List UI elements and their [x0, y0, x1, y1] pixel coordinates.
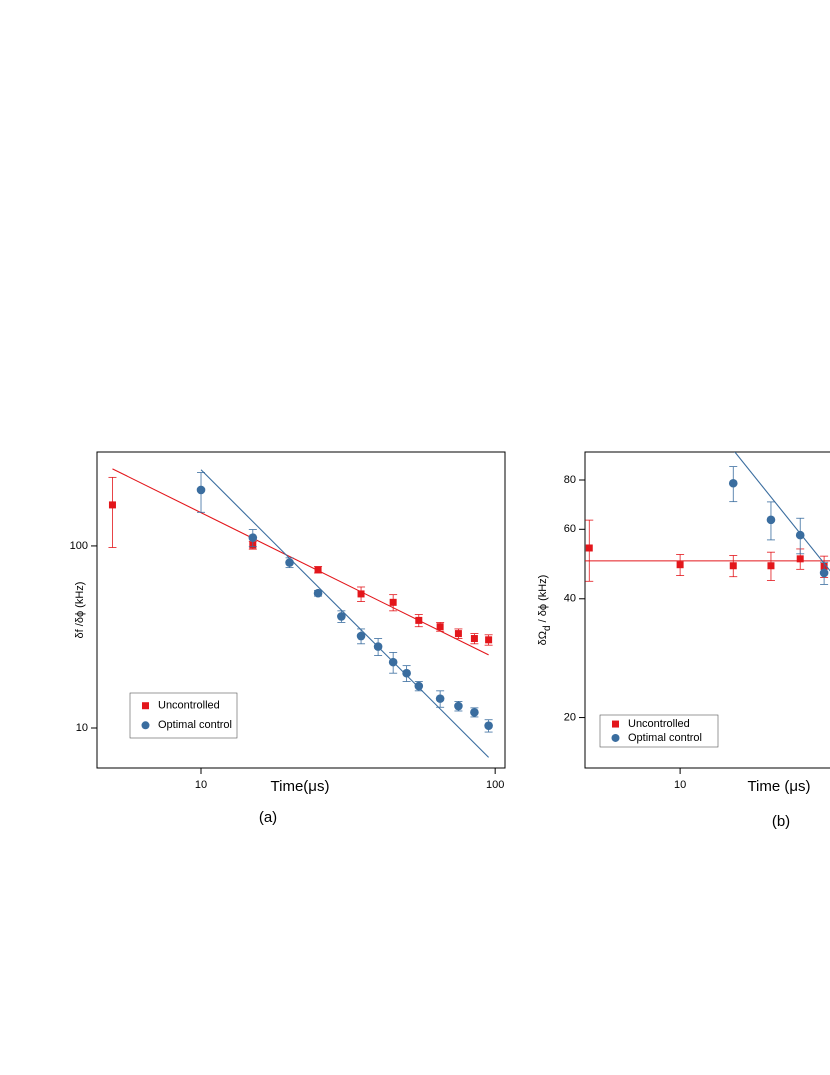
- marker-circle: [435, 694, 445, 703]
- plot-frame: [96, 451, 506, 769]
- error-bar: [108, 476, 117, 548]
- y-axis-label: δΩd / δϕ (kHz): [537, 575, 553, 646]
- marker-circle: [313, 588, 323, 598]
- marker-square: [767, 562, 775, 570]
- marker-circle: [414, 681, 424, 691]
- x-tick-label: 10: [674, 779, 686, 791]
- legend-label: Uncontrolled: [158, 700, 220, 712]
- plot-area: [585, 452, 830, 585]
- legend-box: [129, 692, 238, 739]
- marker-circle: [819, 568, 829, 578]
- marker-circle: [402, 668, 411, 678]
- panel-label: (a): [259, 809, 277, 826]
- fit-line: [200, 469, 490, 758]
- marker-square: [585, 544, 593, 552]
- y-tick-label: 40: [564, 593, 576, 605]
- y-axis-label-main: δf /δϕ (kHz): [74, 582, 86, 639]
- panel: 10 100 10 100: [70, 451, 506, 791]
- marker-circle: [248, 533, 258, 542]
- y-tick-label: 20: [564, 711, 576, 723]
- legend: Uncontrolled Optimal control: [599, 714, 719, 748]
- y-tick-label: 10: [76, 722, 88, 734]
- panel-label: (b): [772, 813, 790, 830]
- marker-square: [108, 501, 116, 509]
- marker-square: [436, 623, 444, 631]
- legend-label: Uncontrolled: [628, 718, 690, 730]
- fit-line: [734, 452, 830, 572]
- fit-line: [112, 468, 489, 656]
- marker-square: [314, 566, 322, 574]
- y-axis-label-rest: / δϕ (kHz): [537, 575, 549, 626]
- y-axis-label-sub: d: [542, 625, 553, 631]
- legend-label: Optimal control: [158, 719, 232, 731]
- legend-marker: [141, 721, 150, 730]
- y-axis-label-main: δΩ: [537, 631, 549, 645]
- marker-circle: [728, 478, 738, 488]
- marker-circle: [388, 657, 398, 667]
- marker-circle: [285, 558, 294, 567]
- plot-frame: [584, 451, 830, 769]
- marker-square: [485, 636, 493, 644]
- legend-box: [599, 714, 719, 748]
- marker-circle: [470, 707, 479, 717]
- legend: Uncontrolled Optimal control: [129, 692, 238, 739]
- x-tick-label: 10: [195, 779, 207, 791]
- legend-label: Optimal control: [628, 732, 702, 744]
- marker-square: [389, 598, 397, 606]
- marker-circle: [356, 631, 366, 641]
- marker-circle: [795, 530, 805, 540]
- legend-marker: [612, 720, 619, 728]
- y-axis-label: δf /δϕ (kHz): [74, 582, 86, 639]
- marker-circle: [484, 721, 493, 730]
- panel: 1010020406080: [564, 451, 830, 791]
- plot-area: [108, 468, 493, 758]
- marker-circle: [766, 515, 776, 525]
- marker-circle: [337, 612, 346, 621]
- marker-square: [357, 590, 365, 598]
- x-axis-label: Time(μs): [271, 778, 330, 795]
- legend-marker: [611, 733, 620, 742]
- x-axis-label: Time (μs): [747, 778, 810, 795]
- marker-square: [415, 616, 423, 624]
- y-tick-label: 60: [564, 523, 576, 535]
- marker-square: [454, 630, 462, 638]
- marker-square: [470, 635, 478, 643]
- marker-circle: [373, 642, 383, 651]
- marker-square: [729, 562, 737, 570]
- y-tick-label: 100: [70, 540, 88, 552]
- x-tick-label: 100: [486, 779, 504, 791]
- marker-circle: [196, 485, 206, 495]
- marker-circle: [454, 701, 463, 711]
- legend-marker: [142, 702, 149, 710]
- y-tick-label: 80: [564, 474, 576, 486]
- marker-square: [676, 561, 684, 569]
- marker-square: [796, 555, 804, 563]
